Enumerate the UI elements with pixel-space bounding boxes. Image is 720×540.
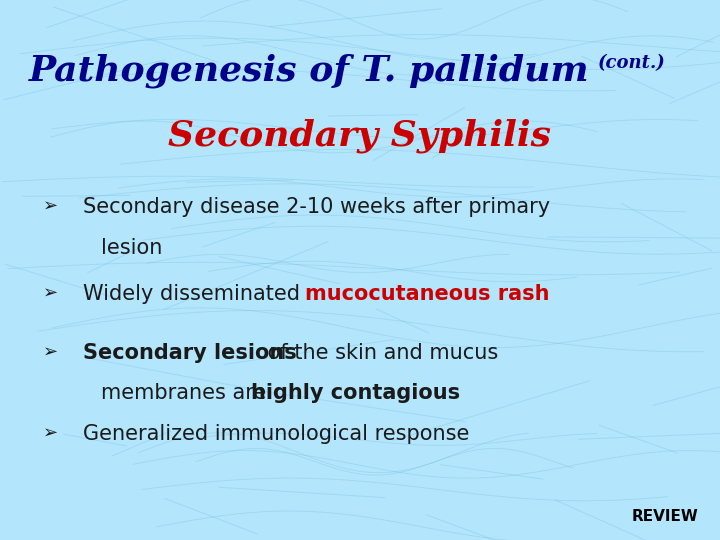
- Text: membranes are: membranes are: [101, 383, 273, 403]
- Text: mucocutaneous rash: mucocutaneous rash: [305, 284, 549, 303]
- Text: (cont.): (cont.): [598, 54, 665, 72]
- Text: Pathogenesis of T. pallidum: Pathogenesis of T. pallidum: [29, 54, 590, 89]
- Text: ➢: ➢: [43, 424, 58, 442]
- Text: Generalized immunological response: Generalized immunological response: [83, 424, 469, 444]
- Text: of the skin and mucus: of the skin and mucus: [261, 343, 499, 363]
- Text: ➢: ➢: [43, 343, 58, 361]
- Text: Secondary disease 2-10 weeks after primary: Secondary disease 2-10 weeks after prima…: [83, 197, 550, 217]
- Text: REVIEW: REVIEW: [631, 509, 698, 524]
- Text: ➢: ➢: [43, 197, 58, 215]
- Text: Secondary Syphilis: Secondary Syphilis: [168, 119, 552, 153]
- Text: Secondary lesions: Secondary lesions: [83, 343, 297, 363]
- Text: Widely disseminated: Widely disseminated: [83, 284, 307, 303]
- Text: highly contagious: highly contagious: [251, 383, 459, 403]
- Text: lesion: lesion: [101, 238, 162, 258]
- Text: ➢: ➢: [43, 284, 58, 301]
